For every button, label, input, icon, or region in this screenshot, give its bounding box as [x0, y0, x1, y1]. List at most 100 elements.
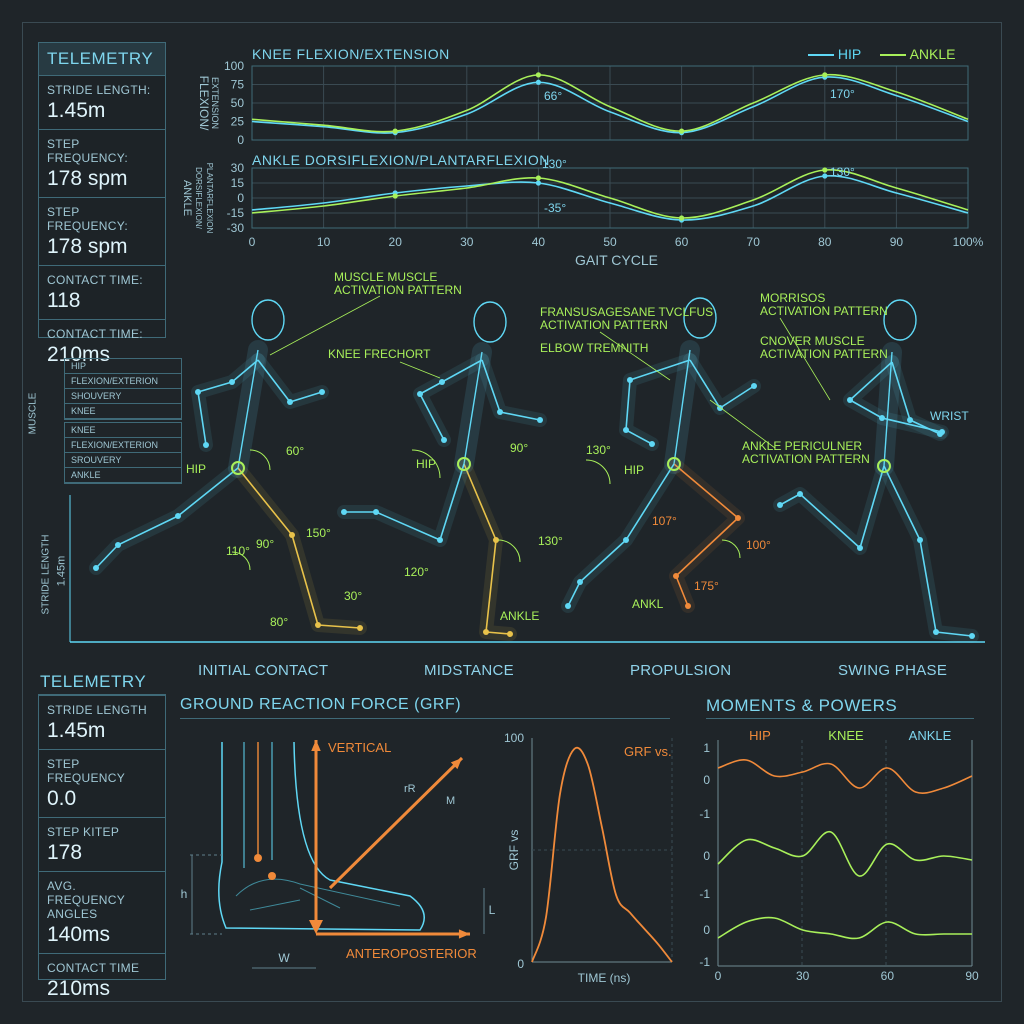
moments-x-tick: 0: [715, 969, 722, 983]
angle-arc: [249, 449, 271, 471]
grf-ymax: 100: [504, 731, 524, 745]
muscle-legend-row: HIP: [65, 359, 181, 374]
y-tick-label: 15: [231, 176, 245, 190]
stride-length-marker: STRIDE LENGTH 1.45m: [30, 534, 90, 614]
joint-marker: [507, 631, 513, 637]
telemetry-cell: CONTACT TIME: 118: [39, 265, 165, 319]
joint-marker: [917, 537, 923, 543]
grf-title: GROUND REACTION FORCE (GRF): [180, 696, 462, 713]
ankle-chart-title: ANKLE DORSIFLEXION/PLANTARFLEXION: [252, 152, 550, 168]
telemetry-value: 178 spm: [47, 167, 128, 190]
joint-marker: [289, 532, 295, 538]
telemetry-label: STEP KITEP: [47, 825, 120, 839]
series-line-ankle: [251, 73, 969, 133]
angle-arc: [411, 449, 441, 479]
runner-limb-glow: [773, 459, 891, 555]
foot-outline: [218, 741, 425, 931]
hip-joint-marker: [877, 459, 891, 473]
angle-label: 130°: [538, 534, 563, 548]
moments-divider: [706, 718, 974, 719]
angle-label: 60°: [286, 444, 304, 458]
runner-limb: [673, 463, 739, 607]
data-point: [822, 173, 828, 179]
phase-propulsion: PROPULSION: [630, 662, 732, 679]
runner-head: [883, 299, 917, 341]
muscle-legend-row: SROUVERY: [65, 453, 181, 468]
annotation-label: ACTIVATION PATTERN: [760, 347, 888, 361]
runner-spine: [673, 349, 691, 465]
joint-marker: [933, 629, 939, 635]
joint-marker: [357, 625, 363, 631]
annotation-label: ACTIVATION PATTERN: [334, 283, 462, 297]
grf-curve: [531, 746, 673, 963]
moments-x-tick: 90: [965, 969, 979, 983]
knee-mark-label: 170°: [830, 87, 855, 101]
runner-limb: [779, 465, 885, 549]
x-tick-label: 40: [532, 235, 546, 249]
joint-marker: [373, 509, 379, 515]
legend-ankle: ANKLE: [880, 46, 955, 62]
moments-line-ankle: [717, 916, 972, 940]
angle-label: 90°: [510, 441, 528, 455]
angle-label: 100°: [746, 538, 771, 552]
moments-line-knee: [717, 831, 973, 877]
resultant-arrow-head: [450, 758, 462, 770]
outer-frame: [22, 22, 1002, 1002]
muscle-side-label: MUSCLE: [27, 392, 39, 435]
angle-arc: [497, 539, 521, 563]
series-line-hip: [251, 175, 969, 221]
runner-limb: [344, 463, 465, 541]
muscle-legend-row: KNEE: [65, 423, 181, 438]
joint-marker: [537, 417, 543, 423]
foot-bones: [235, 878, 401, 911]
telemetry-label: STEP FREQUENCY: [47, 757, 126, 785]
moments-y-tick: -1: [699, 807, 710, 821]
telemetry-cell: STRIDE LENGTH 1.45m: [39, 695, 165, 749]
annotation-label: ACTIVATION PATTERN: [760, 304, 888, 318]
runner-limb-glow: [561, 457, 681, 613]
joint-label: HIP: [624, 463, 644, 477]
vertical-down-head: [309, 920, 323, 934]
y-tick-label: 0: [237, 191, 244, 205]
telemetry-value: 210ms: [47, 343, 111, 366]
telemetry-title-bottom: TELEMETRY: [40, 672, 147, 691]
hip-joint-marker: [667, 457, 681, 471]
telemetry-cell: CONTACT TIME: 210ms: [39, 319, 165, 373]
joint-marker: [437, 537, 443, 543]
telemetry-cell: STEP FREQUENCY 0.0: [39, 749, 165, 817]
knee-mark-label: 66°: [544, 89, 562, 103]
joint-marker: [319, 389, 325, 395]
ankle-mark-label: 130°: [830, 165, 855, 179]
phase-initial-contact: INITIAL CONTACT: [198, 662, 329, 679]
joint-marker: [483, 629, 489, 635]
telemetry-value: 178: [47, 841, 83, 864]
runner-limb: [463, 463, 511, 635]
grf-xlabel: TIME (ns): [578, 971, 631, 985]
joint-marker: [341, 509, 347, 515]
ankle-ylabel-2: DORSIFLEXION/: [194, 167, 203, 230]
moments-y-tick: 0: [703, 849, 710, 863]
data-point: [535, 72, 542, 78]
telemetry-label: STEP FREQUENCY:: [47, 137, 129, 165]
angle-label: 90°: [256, 537, 274, 551]
joint-marker: [969, 633, 975, 639]
joint-marker: [439, 379, 445, 385]
data-point: [822, 72, 828, 78]
anteroposterior-label: ANTEROPOSTERIOR: [346, 946, 477, 961]
moments-x-tick: 60: [881, 969, 895, 983]
joint-marker: [175, 513, 181, 519]
runner-limb-glow: [475, 353, 547, 427]
runner-spine: [463, 351, 483, 465]
stride-marker-label: STRIDE LENGTH: [40, 534, 52, 615]
data-point: [535, 180, 542, 186]
joint-marker: [673, 573, 679, 579]
gait-cycle-xlabel: GAIT CYCLE: [575, 252, 658, 268]
x-tick-label: 10: [317, 235, 331, 249]
vertical-label: VERTICAL: [328, 740, 391, 755]
ankle-mark-label: -35°: [544, 201, 566, 215]
telemetry-value: 1.45m: [47, 99, 106, 122]
w-label: W: [278, 951, 290, 965]
y-tick-label: 50: [231, 96, 245, 110]
annotation-label: KNEE FRECHORT: [328, 347, 431, 361]
telemetry-label: AVG. FREQUENCY ANGLES: [47, 879, 125, 921]
